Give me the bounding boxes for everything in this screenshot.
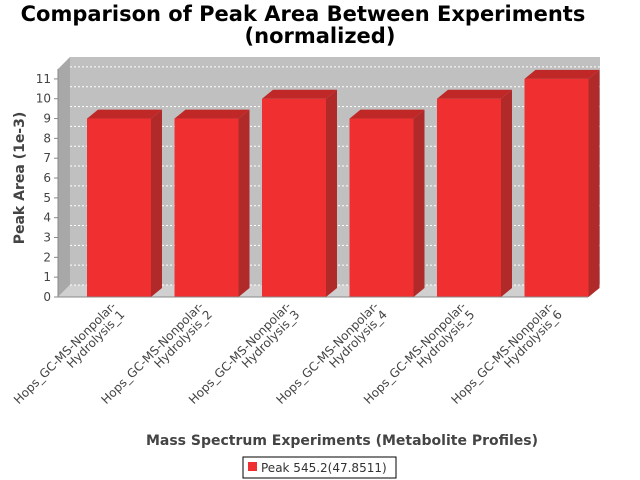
bar bbox=[524, 69, 600, 297]
y-tick-label: 0 bbox=[43, 290, 51, 304]
y-axis: 0 1 2 3 4 5 6 7 8 9 10 11 bbox=[36, 69, 59, 304]
bar bbox=[437, 89, 512, 297]
bar bbox=[262, 89, 337, 297]
bar-top bbox=[437, 89, 512, 99]
y-tick-label: 7 bbox=[43, 151, 51, 165]
bar bbox=[87, 109, 162, 297]
bar-front bbox=[262, 98, 326, 297]
y-tick-label: 10 bbox=[36, 92, 51, 106]
bar-top bbox=[524, 69, 600, 79]
y-tick-label: 3 bbox=[43, 231, 51, 245]
bar-top bbox=[174, 109, 250, 119]
plot-side-wall bbox=[58, 57, 70, 297]
legend-swatch bbox=[248, 462, 257, 471]
bar-front bbox=[87, 118, 151, 297]
y-tick-label: 2 bbox=[43, 250, 51, 264]
bar-top bbox=[87, 109, 162, 119]
bar bbox=[349, 109, 425, 297]
bar-front bbox=[349, 118, 414, 297]
y-tick-label: 6 bbox=[43, 171, 51, 185]
bar bbox=[174, 109, 250, 297]
y-tick-label: 5 bbox=[43, 191, 51, 205]
y-axis-title: Peak Area (1e-3) bbox=[12, 112, 28, 245]
y-tick-label: 1 bbox=[43, 270, 51, 284]
bar-side bbox=[413, 109, 425, 297]
bar-side bbox=[238, 109, 250, 297]
bar-front bbox=[524, 78, 589, 297]
y-tick-label: 4 bbox=[43, 211, 51, 225]
legend-item-label: Peak 545.2(47.8511) bbox=[261, 461, 387, 475]
chart-title-line-2: (normalized) bbox=[245, 24, 396, 48]
y-tick-label: 11 bbox=[36, 72, 51, 86]
bar-side bbox=[326, 89, 337, 297]
bar-side bbox=[501, 89, 512, 297]
bar-front bbox=[437, 98, 501, 297]
legend-box bbox=[242, 456, 397, 479]
y-tick-label: 8 bbox=[43, 131, 51, 145]
x-tick-label-line: Hops_GC-MS-Nonpolar- bbox=[11, 299, 119, 407]
bars bbox=[87, 69, 600, 297]
bar-top bbox=[262, 89, 337, 99]
bar-top bbox=[349, 109, 425, 119]
y-tick-label: 9 bbox=[43, 112, 51, 126]
bar-front bbox=[174, 118, 239, 297]
bar-side bbox=[151, 109, 162, 297]
legend: Peak 545.2(47.8511) bbox=[242, 456, 397, 479]
bar-side bbox=[588, 69, 600, 297]
x-axis: Hops_GC-MS-Nonpolar-Hydrolysis_1Hops_GC-… bbox=[11, 296, 588, 407]
chart-title-line-1: Comparison of Peak Area Between Experime… bbox=[21, 2, 586, 26]
x-axis-title: Mass Spectrum Experiments (Metabolite Pr… bbox=[146, 433, 538, 449]
